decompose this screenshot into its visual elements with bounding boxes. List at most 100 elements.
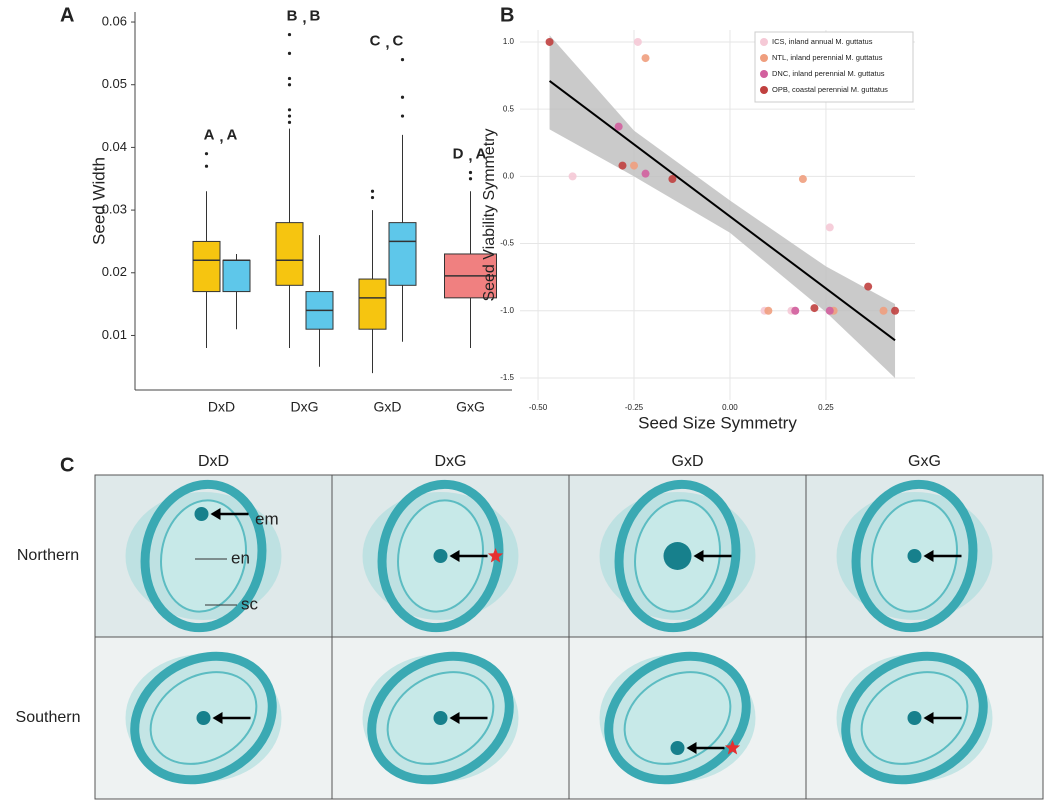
row-label: Northern (17, 547, 79, 564)
outlier (287, 108, 292, 112)
outlier (287, 51, 292, 55)
legend-swatch (760, 86, 768, 94)
scatter-point (614, 122, 623, 131)
confidence-band (549, 35, 896, 378)
y-axis-title: Seed Width (89, 157, 108, 245)
x-tick-label: DxD (208, 399, 235, 415)
scatter-point (641, 169, 650, 178)
embryo (907, 711, 922, 725)
seed-coat (614, 479, 741, 633)
significance-letter: A (476, 145, 487, 162)
arrowhead (210, 508, 221, 520)
box (358, 278, 387, 330)
annotation: sc (241, 594, 259, 613)
significance-letter: C (393, 33, 404, 50)
arrowhead (686, 742, 697, 754)
embryo (433, 549, 448, 563)
column-header: DxG (435, 453, 467, 470)
y-tick-label: 0.03 (102, 202, 127, 217)
significance-letter: A (204, 127, 215, 144)
outlier (468, 177, 473, 181)
scatter-point (633, 37, 642, 46)
column-header: GxG (908, 453, 941, 470)
y-tick-label: 0.06 (102, 13, 127, 28)
outlier (468, 170, 473, 175)
y-tick-label: -1.5 (500, 373, 514, 382)
arrowhead (449, 712, 460, 724)
outlier (287, 76, 292, 81)
legend-box (754, 31, 914, 103)
panel-label: B (500, 4, 514, 26)
scatter-point (791, 306, 800, 315)
legend-label: NTL, inland perennial M. guttatus (772, 53, 883, 62)
scatter-point (568, 172, 577, 181)
x-tick-label: GxD (374, 399, 402, 415)
legend-label: DNC, inland perennial M. guttatus (772, 69, 885, 78)
outlier (370, 195, 375, 200)
y-tick-label: 0.02 (102, 264, 127, 279)
legend-label: OPB, coastal perennial M. guttatus (772, 85, 888, 94)
seed-coat (367, 651, 514, 785)
seed-coat (140, 479, 267, 633)
arrowhead (449, 550, 460, 562)
scatter-point (630, 161, 639, 170)
arrowhead (923, 712, 934, 724)
significance-separator: , (302, 10, 306, 27)
legend-swatch (760, 38, 768, 46)
outlier (204, 152, 209, 156)
arrowhead (923, 550, 934, 562)
significance-letter: B (310, 8, 321, 25)
significance-letter: B (287, 8, 298, 25)
outlier (370, 189, 375, 193)
x-tick-label: -0.25 (625, 403, 644, 412)
legend-label: ICS, inland annual M. guttatus (772, 37, 873, 46)
scatter-point (764, 306, 773, 315)
scatter-point (864, 282, 873, 291)
outlier (287, 114, 292, 118)
outlier (400, 114, 405, 118)
star-marker (487, 548, 504, 563)
outlier (287, 120, 292, 124)
y-axis-title: Seed Viability Symmetry (481, 128, 498, 301)
y-tick-label: 0.04 (102, 139, 127, 154)
seed-coat (377, 479, 504, 633)
star-marker (724, 740, 741, 755)
embryo (196, 711, 211, 725)
scatter-point (545, 37, 554, 46)
embryo (670, 741, 685, 755)
significance-separator: , (219, 129, 223, 146)
embryo (433, 711, 448, 725)
y-tick-label: -1.0 (500, 306, 514, 315)
column-header: DxD (198, 453, 229, 470)
seed-coat (841, 651, 988, 785)
y-tick-label: 0.05 (102, 76, 127, 91)
seed-coat (851, 479, 978, 633)
significance-separator: , (385, 35, 389, 52)
x-tick-label: GxG (456, 399, 485, 415)
scatter-point (879, 306, 888, 315)
box (192, 240, 221, 293)
scatter-point (798, 175, 807, 184)
outlier (287, 83, 292, 87)
regression-line (548, 80, 896, 342)
scatter-point (825, 223, 834, 232)
arrowhead (693, 550, 704, 562)
x-tick-label: -0.50 (529, 403, 548, 412)
panel-label: A (60, 4, 74, 26)
column-header: GxD (672, 453, 704, 470)
legend-swatch (760, 54, 768, 62)
endosperm (160, 499, 247, 613)
scatter-point (668, 175, 677, 184)
embryo (663, 542, 692, 570)
x-tick-label: 0.00 (722, 403, 738, 412)
outlier (204, 164, 209, 168)
scatter-point (810, 304, 819, 313)
x-tick-label: 0.25 (818, 403, 834, 412)
endosperm (623, 671, 732, 765)
seed-coat (130, 651, 277, 785)
y-tick-label: 1.0 (503, 37, 515, 46)
outlier (400, 95, 405, 99)
x-tick-label: DxG (291, 399, 319, 415)
